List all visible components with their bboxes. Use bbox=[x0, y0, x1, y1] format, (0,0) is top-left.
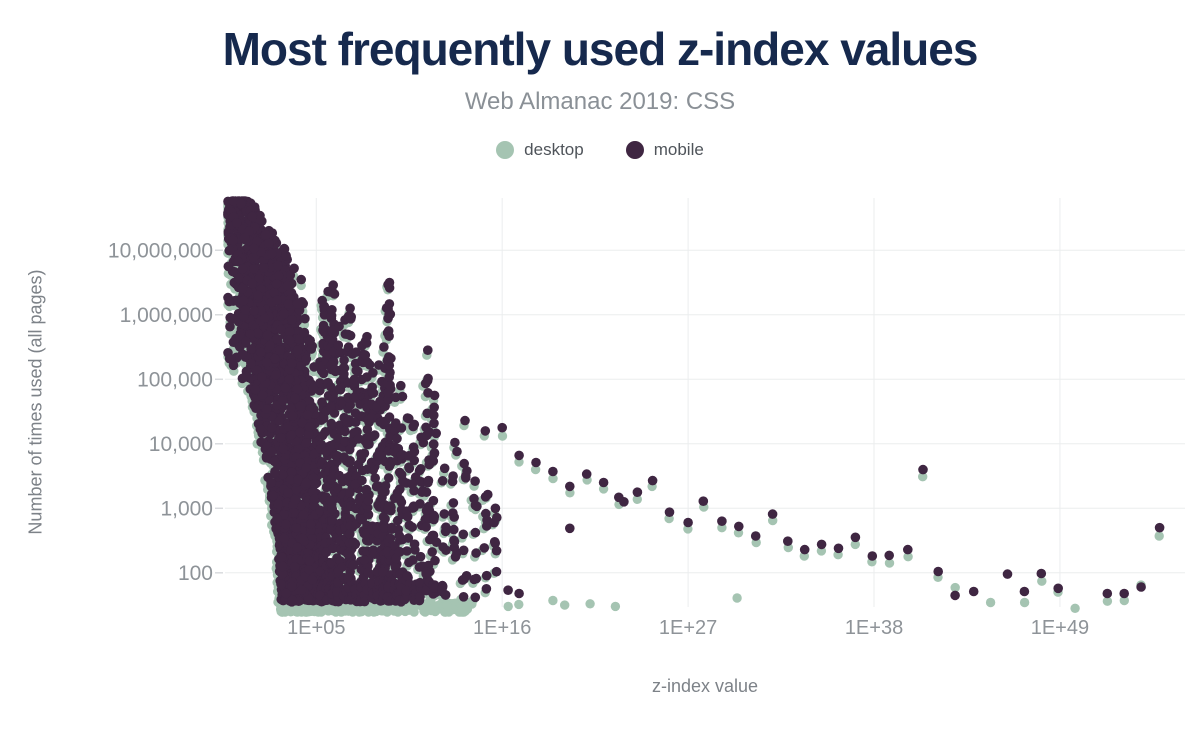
tick-labels: 10,000,000 1,000,000 100,000 10,000 1,000 100… bbox=[108, 239, 1089, 639]
svg-text:10,000,000: 10,000,000 bbox=[108, 239, 213, 262]
svg-text:1E+16: 1E+16 bbox=[473, 617, 531, 639]
svg-text:1,000: 1,000 bbox=[160, 497, 213, 520]
legend-label-mobile: mobile bbox=[653, 140, 704, 159]
svg-text:100: 100 bbox=[178, 562, 213, 585]
svg-text:1E+49: 1E+49 bbox=[1031, 617, 1089, 639]
mobile-swatch-icon bbox=[625, 141, 644, 159]
svg-text:1E+05: 1E+05 bbox=[287, 617, 345, 639]
svg-text:1,000,000: 1,000,000 bbox=[120, 304, 213, 327]
x-axis-title: z-index value bbox=[651, 676, 759, 696]
legend-label-desktop: desktop bbox=[524, 140, 584, 159]
svg-text:100,000: 100,000 bbox=[137, 368, 213, 391]
desktop-swatch-icon bbox=[496, 141, 515, 159]
legend-item-mobile[interactable]: mobile bbox=[625, 140, 704, 160]
svg-text:1E+27: 1E+27 bbox=[659, 617, 717, 639]
y-axis-title: Number of times used (all pages) bbox=[25, 269, 46, 535]
legend: desktop mobile bbox=[0, 140, 1200, 160]
legend-item-desktop[interactable]: desktop bbox=[496, 140, 584, 160]
mobile-points bbox=[223, 196, 1165, 607]
svg-text:1E+38: 1E+38 bbox=[845, 617, 903, 639]
chart-title: Most frequently used z-index values bbox=[222, 23, 979, 75]
chart-subtitle: Web Almanac 2019: CSS bbox=[464, 88, 736, 115]
svg-text:10,000: 10,000 bbox=[149, 433, 213, 456]
